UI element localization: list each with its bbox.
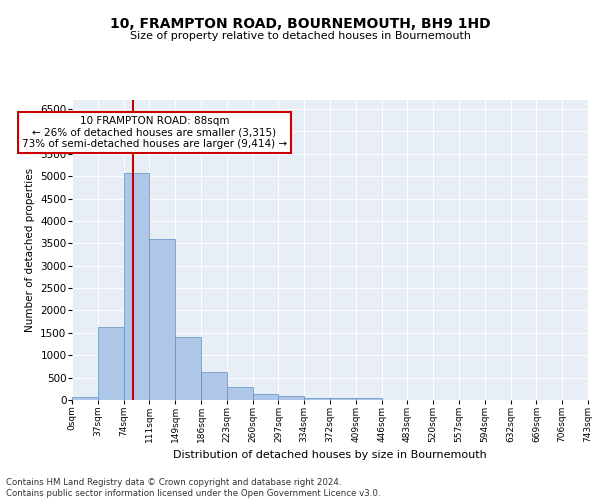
Text: 10 FRAMPTON ROAD: 88sqm
← 26% of detached houses are smaller (3,315)
73% of semi: 10 FRAMPTON ROAD: 88sqm ← 26% of detache… xyxy=(22,116,287,149)
Bar xyxy=(98,327,124,400)
Text: Contains HM Land Registry data © Crown copyright and database right 2024.
Contai: Contains HM Land Registry data © Crown c… xyxy=(6,478,380,498)
Bar xyxy=(356,398,382,400)
Text: 10, FRAMPTON ROAD, BOURNEMOUTH, BH9 1HD: 10, FRAMPTON ROAD, BOURNEMOUTH, BH9 1HD xyxy=(110,18,490,32)
Bar xyxy=(124,173,149,400)
Bar xyxy=(227,386,253,400)
Bar xyxy=(253,394,278,400)
Bar xyxy=(175,338,201,400)
Bar xyxy=(149,239,175,400)
Bar xyxy=(278,396,304,400)
Bar xyxy=(201,372,227,400)
X-axis label: Distribution of detached houses by size in Bournemouth: Distribution of detached houses by size … xyxy=(173,450,487,460)
Text: Size of property relative to detached houses in Bournemouth: Size of property relative to detached ho… xyxy=(130,31,470,41)
Bar xyxy=(330,398,356,400)
Bar xyxy=(304,398,330,400)
Bar xyxy=(72,396,98,400)
Y-axis label: Number of detached properties: Number of detached properties xyxy=(25,168,35,332)
